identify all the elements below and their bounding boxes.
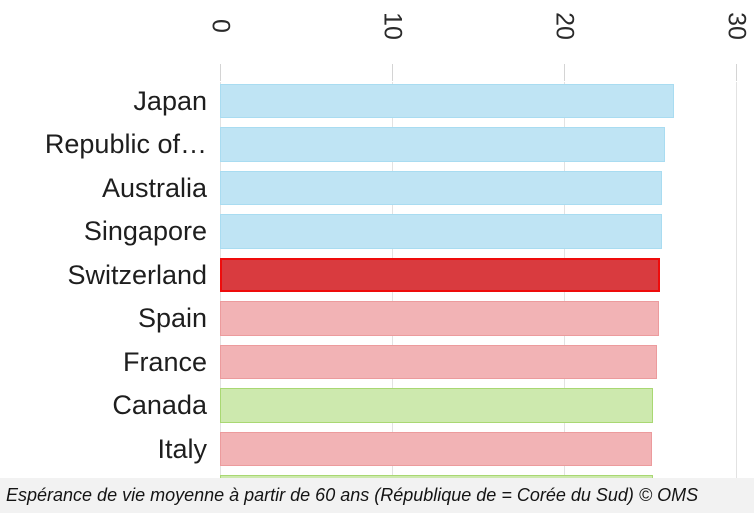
category-label-singapore: Singapore [83,216,207,246]
axis-tick-label-10: 10 [378,12,407,40]
category-label-france: France [122,346,207,377]
category-label-switzerland: Switzerland [67,259,207,290]
category-label-spain: Spain [137,303,207,333]
axis-tick-mark-10 [391,64,393,81]
axis-tick-label-30: 30 [722,12,751,40]
category-label-canada: Canada [112,390,207,420]
caption-bar: Espérance de vie moyenne à partir de 60 … [0,478,754,513]
axis-tick-mark-0 [219,64,221,81]
axis-tick-mark-20 [563,64,565,81]
gridline-30 [735,82,737,478]
category-label-republic-of: Republic of… [44,129,207,159]
bar-singapore [220,214,663,249]
bar-italy [220,431,652,466]
caption-text: Espérance de vie moyenne à partir de 60 … [6,485,699,505]
bar-partial-bottom [220,475,654,478]
axis-tick-mark-30 [735,64,737,81]
category-label-japan: Japan [133,85,207,116]
x-axis: 0 10 20 30 [0,0,754,82]
bar-japan [220,83,675,118]
bar-france [220,344,657,379]
axis-tick-label-0: 0 [206,19,235,33]
category-label-italy: Italy [157,433,207,464]
category-label-australia: Australia [101,172,207,203]
axis-tick-label-20: 20 [550,12,579,40]
bar-australia [220,170,663,205]
bar-spain [220,301,659,336]
plot-area: Japan Republic of… Australia Singapore Switz… [0,82,754,478]
bar-canada [220,388,654,423]
bar-republic-of [220,127,666,162]
bar-switzerland [220,257,661,292]
